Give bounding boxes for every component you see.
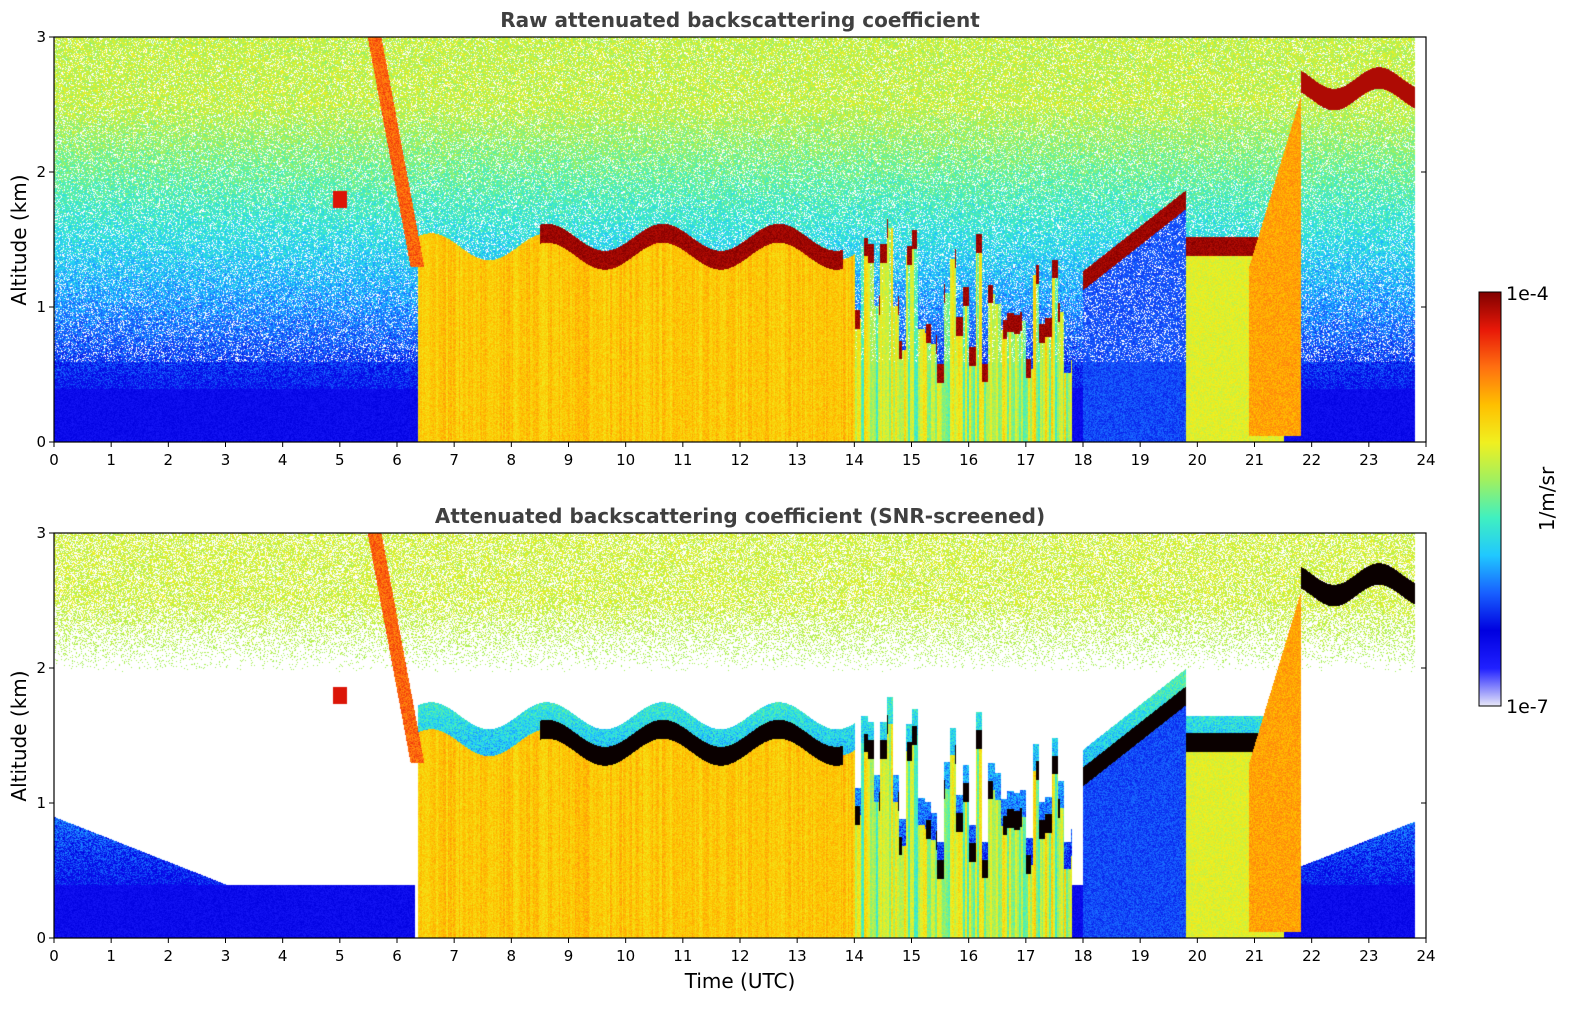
panel-screened-heatmap xyxy=(54,533,1426,938)
x-tick-label: 6 xyxy=(392,451,402,469)
x-tick-label: 7 xyxy=(449,451,459,469)
x-tick-label: 17 xyxy=(1016,451,1035,469)
panel-screened: Attenuated backscattering coefficient (S… xyxy=(7,504,1436,993)
panel-raw-heatmap xyxy=(54,37,1426,442)
x-tick-label: 24 xyxy=(1416,947,1435,965)
colorbar-label: 1/m/sr xyxy=(1535,466,1559,531)
x-tick-label: 1 xyxy=(106,947,116,965)
panel-screened-y-axis: 0 1 2 3 xyxy=(36,524,1426,947)
panel-screened-title: Attenuated backscattering coefficient (S… xyxy=(435,504,1045,528)
colorbar-min-label: 1e-7 xyxy=(1506,696,1549,718)
x-tick-label: 20 xyxy=(1188,451,1207,469)
x-tick-label: 15 xyxy=(902,947,921,965)
y-tick-label: 2 xyxy=(36,163,46,181)
panel-screened-x-axis: 0 1 2 3 4 5 6 7 8 9 10 11 12 13 14 15 16 17 18 19 20 21 22 23 24 xyxy=(49,938,1436,965)
x-tick-label: 10 xyxy=(616,451,635,469)
panel-raw-ylabel: Altitude (km) xyxy=(7,174,31,305)
x-tick-label: 3 xyxy=(221,947,231,965)
x-tick-label: 13 xyxy=(788,947,807,965)
x-tick-label: 15 xyxy=(902,451,921,469)
panel-raw-title: Raw attenuated backscattering coefficien… xyxy=(500,8,980,32)
x-tick-label: 11 xyxy=(673,451,692,469)
x-tick-label: 18 xyxy=(1073,947,1092,965)
colorbar-gradient xyxy=(1478,291,1502,707)
x-tick-label: 0 xyxy=(49,451,59,469)
x-tick-label: 4 xyxy=(278,451,288,469)
x-tick-label: 8 xyxy=(507,947,517,965)
x-tick-label: 12 xyxy=(730,451,749,469)
panel-raw-y-axis: 0 1 2 3 xyxy=(36,28,1426,451)
x-tick-label: 21 xyxy=(1245,947,1264,965)
y-tick-label: 0 xyxy=(36,929,46,947)
x-tick-label: 24 xyxy=(1416,451,1435,469)
panel-screened-ylabel: Altitude (km) xyxy=(7,670,31,801)
panel-raw-x-axis: 0 1 2 3 4 5 6 7 8 9 10 11 12 13 14 15 16 17 18 19 20 21 22 23 24 xyxy=(49,442,1436,469)
y-tick-label: 3 xyxy=(36,524,46,542)
x-tick-label: 19 xyxy=(1131,451,1150,469)
x-tick-label: 17 xyxy=(1016,947,1035,965)
colorbar-max-label: 1e-4 xyxy=(1506,283,1549,305)
x-tick-label: 14 xyxy=(845,451,864,469)
x-tick-label: 19 xyxy=(1131,947,1150,965)
y-tick-label: 3 xyxy=(36,28,46,46)
y-tick-label: 0 xyxy=(36,433,46,451)
panel-screened-xlabel: Time (UTC) xyxy=(684,969,796,993)
x-tick-label: 22 xyxy=(1302,947,1321,965)
x-tick-label: 2 xyxy=(164,451,174,469)
x-tick-label: 22 xyxy=(1302,451,1321,469)
x-tick-label: 16 xyxy=(959,947,978,965)
y-tick-label: 2 xyxy=(36,659,46,677)
y-tick-label: 1 xyxy=(36,794,46,812)
y-tick-label: 1 xyxy=(36,298,46,316)
x-tick-label: 0 xyxy=(49,947,59,965)
x-tick-label: 1 xyxy=(106,451,116,469)
panel-raw: Raw attenuated backscattering coefficien… xyxy=(7,8,1436,469)
x-tick-label: 10 xyxy=(616,947,635,965)
x-tick-label: 9 xyxy=(564,451,574,469)
x-tick-label: 9 xyxy=(564,947,574,965)
x-tick-label: 7 xyxy=(449,947,459,965)
x-tick-label: 5 xyxy=(335,451,345,469)
x-tick-label: 3 xyxy=(221,451,231,469)
x-tick-label: 8 xyxy=(507,451,517,469)
x-tick-label: 11 xyxy=(673,947,692,965)
x-tick-label: 23 xyxy=(1359,947,1378,965)
x-tick-label: 23 xyxy=(1359,451,1378,469)
x-tick-label: 20 xyxy=(1188,947,1207,965)
x-tick-label: 4 xyxy=(278,947,288,965)
x-tick-label: 2 xyxy=(164,947,174,965)
x-tick-label: 14 xyxy=(845,947,864,965)
x-tick-label: 13 xyxy=(788,451,807,469)
x-tick-label: 12 xyxy=(730,947,749,965)
colorbar: 1e-4 1e-7 1/m/sr xyxy=(1478,283,1559,718)
x-tick-label: 18 xyxy=(1073,451,1092,469)
x-tick-label: 21 xyxy=(1245,451,1264,469)
x-tick-label: 6 xyxy=(392,947,402,965)
x-tick-label: 5 xyxy=(335,947,345,965)
x-tick-label: 16 xyxy=(959,451,978,469)
